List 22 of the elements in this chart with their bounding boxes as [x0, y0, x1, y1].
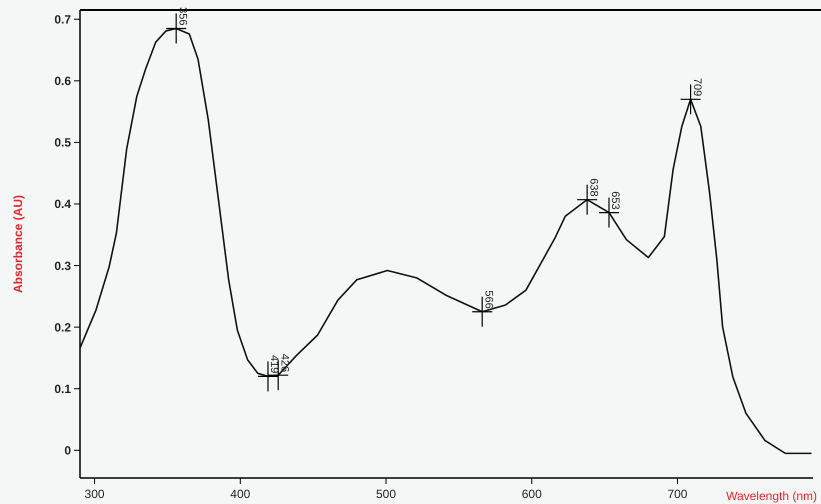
- x-tick-label: 400: [230, 487, 251, 501]
- y-tick-label: 0.5: [54, 136, 72, 150]
- annotation: 653: [609, 191, 622, 210]
- y-tick-label: 0.1: [54, 382, 72, 396]
- x-tick-label: 300: [84, 487, 105, 501]
- y-tick-label: 0.7: [54, 12, 72, 26]
- x-axis-title: Wavelength (nm): [726, 489, 817, 503]
- y-tick-label: 0.2: [54, 320, 72, 334]
- x-tick-label: 700: [667, 487, 688, 501]
- annotation: 419: [268, 355, 280, 374]
- x-tick-label: 500: [376, 487, 396, 501]
- x-tick-label: 600: [522, 487, 542, 501]
- annotation: 566: [482, 290, 494, 309]
- y-tick-label: 0.6: [54, 74, 72, 88]
- y-axis-title: Absorbance (AU): [11, 194, 25, 294]
- annotation: 426: [278, 354, 290, 372]
- annotation: 638: [587, 178, 600, 197]
- line-series: [79, 28, 812, 454]
- annotation: 709: [690, 78, 703, 96]
- y-tick-label: 0.3: [54, 258, 72, 273]
- y-tick-label: 0: [64, 443, 72, 458]
- y-tick-label: 0.4: [54, 197, 72, 212]
